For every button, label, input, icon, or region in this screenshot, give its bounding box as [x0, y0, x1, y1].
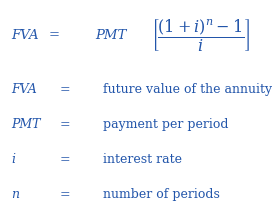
- Text: $\left[\dfrac{(1+i)^{n}-1}{i}\right]$: $\left[\dfrac{(1+i)^{n}-1}{i}\right]$: [151, 17, 250, 53]
- Text: i: i: [11, 153, 15, 166]
- Text: =: =: [60, 188, 71, 201]
- Text: FVA: FVA: [11, 28, 39, 42]
- Text: =: =: [49, 28, 60, 42]
- Text: FVA: FVA: [11, 83, 37, 96]
- Text: =: =: [60, 118, 71, 131]
- Text: =: =: [60, 153, 71, 166]
- Text: interest rate: interest rate: [103, 153, 182, 166]
- Text: n: n: [11, 188, 19, 201]
- Text: future value of the annuity: future value of the annuity: [103, 83, 272, 96]
- Text: PMT: PMT: [11, 118, 40, 131]
- Text: number of periods: number of periods: [103, 188, 220, 201]
- Text: PMT: PMT: [95, 28, 126, 42]
- Text: =: =: [60, 83, 71, 96]
- Text: payment per period: payment per period: [103, 118, 229, 131]
